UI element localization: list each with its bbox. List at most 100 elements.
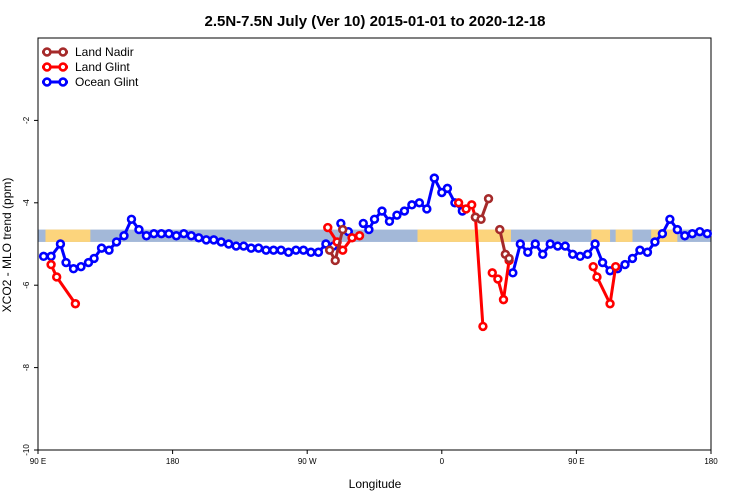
legend-marker bbox=[58, 77, 68, 87]
land-glint-point bbox=[323, 222, 333, 233]
ocean-glint-point bbox=[104, 245, 114, 255]
land-glint-point bbox=[347, 233, 357, 243]
y-axis-label: XCO2 - MLO trend (ppm) bbox=[0, 178, 14, 313]
ocean-glint-point bbox=[223, 239, 234, 249]
ocean-glint-point bbox=[209, 235, 219, 245]
legend-label: Land Glint bbox=[75, 60, 130, 74]
land-band bbox=[615, 229, 633, 242]
land-band bbox=[417, 229, 511, 242]
land-glint-point bbox=[478, 321, 488, 332]
ocean-glint-point bbox=[665, 214, 675, 224]
land-glint-point bbox=[46, 259, 56, 270]
ocean-glint-point bbox=[657, 229, 668, 239]
ocean-glint-point bbox=[246, 243, 256, 253]
x-tick-label: 0 bbox=[440, 457, 445, 466]
ocean-glint-point bbox=[553, 241, 563, 251]
x-axis-label: Longitude bbox=[349, 477, 402, 491]
legend-item-land-glint: Land Glint bbox=[42, 60, 130, 74]
ocean-glint-point bbox=[687, 229, 698, 239]
ocean-glint-point bbox=[575, 251, 585, 262]
land-nadir-point bbox=[504, 253, 514, 264]
x-tick-label: 180 bbox=[704, 457, 718, 466]
legend-marker bbox=[58, 62, 68, 72]
ocean-glint-point bbox=[442, 183, 453, 194]
ocean-glint-point bbox=[283, 247, 294, 257]
ocean-glint-point bbox=[46, 251, 56, 262]
ocean-glint-point bbox=[515, 239, 526, 249]
land-glint-point bbox=[354, 231, 365, 241]
series-layer bbox=[38, 173, 712, 332]
ocean-glint-point bbox=[635, 245, 645, 255]
ocean-glint-point bbox=[407, 200, 417, 210]
ocean-glint-point bbox=[567, 249, 578, 260]
ocean-glint-point bbox=[422, 204, 432, 214]
legend-item-land-nadir: Land Nadir bbox=[42, 45, 134, 59]
land-glint-point bbox=[498, 294, 509, 305]
ocean-glint-point bbox=[194, 233, 204, 243]
x-tick-label: 90 E bbox=[30, 457, 46, 466]
ocean-glint-point bbox=[141, 231, 152, 241]
land-band bbox=[45, 229, 91, 242]
y-tick-label: -2 bbox=[22, 116, 31, 124]
ocean-glint-point bbox=[298, 245, 309, 255]
ocean-glint-point bbox=[620, 259, 630, 270]
land-nadir-point bbox=[495, 224, 505, 235]
ocean-glint-point bbox=[76, 261, 86, 272]
ocean-glint-point bbox=[399, 206, 410, 216]
ocean-glint-point bbox=[523, 247, 533, 257]
ocean-glint-point bbox=[291, 245, 301, 255]
ocean-glint-point bbox=[377, 206, 387, 216]
ocean-glint-point bbox=[364, 224, 374, 235]
ocean-glint-point bbox=[276, 245, 286, 255]
y-tick-label: -10 bbox=[22, 444, 31, 456]
y-tick-label: -6 bbox=[22, 281, 31, 289]
legend-marker bbox=[42, 62, 52, 72]
legend-marker bbox=[42, 77, 52, 87]
land-glint-point bbox=[338, 245, 348, 255]
ocean-glint-point bbox=[156, 229, 167, 239]
ocean-glint-point bbox=[538, 249, 548, 260]
ocean-glint-point bbox=[680, 231, 690, 241]
ocean-glint-point bbox=[164, 229, 174, 239]
x-tick-label: 90 E bbox=[568, 457, 584, 466]
ocean-glint-point bbox=[582, 249, 593, 260]
series-ocean-glint bbox=[38, 173, 712, 278]
land-glint-point bbox=[487, 268, 497, 278]
legend-item-ocean-glint: Ocean Glint bbox=[42, 75, 139, 89]
x-tick-label: 90 W bbox=[298, 457, 317, 466]
land-nadir-point bbox=[483, 193, 494, 204]
ocean-glint-point bbox=[627, 253, 638, 264]
ocean-glint-point bbox=[384, 216, 395, 227]
land-glint-point bbox=[592, 272, 602, 282]
axis-ticks: 90 E 180 90 W 0 90 E 180 -2 -4 -6 -8 -10 bbox=[22, 116, 718, 466]
ocean-glint-point bbox=[590, 239, 600, 249]
y-tick-label: -4 bbox=[22, 199, 31, 207]
land-glint-point bbox=[51, 272, 62, 282]
land-glint-point bbox=[605, 299, 615, 309]
ocean-glint-point bbox=[89, 253, 99, 264]
legend-label: Ocean Glint bbox=[75, 75, 139, 89]
ocean-glint-point bbox=[306, 247, 316, 257]
ocean-glint-point bbox=[61, 257, 71, 268]
legend-label: Land Nadir bbox=[75, 45, 134, 59]
ocean-glint-point bbox=[358, 218, 368, 229]
ocean-glint-point bbox=[149, 229, 159, 239]
ocean-glint-point bbox=[171, 231, 182, 241]
ocean-glint-point bbox=[186, 231, 196, 241]
ocean-glint-point bbox=[238, 241, 249, 251]
ocean-glint-point bbox=[508, 268, 518, 278]
ocean-glint-point bbox=[530, 239, 540, 249]
ocean-glint-point bbox=[650, 237, 660, 247]
ocean-glint-point bbox=[414, 198, 425, 208]
ocean-glint-point bbox=[702, 229, 712, 239]
ocean-glint-point bbox=[369, 214, 380, 224]
ocean-glint-point bbox=[672, 224, 683, 235]
ocean-glint-point bbox=[96, 243, 107, 253]
ocean-glint-point bbox=[268, 245, 279, 255]
y-tick-label: -8 bbox=[22, 363, 31, 371]
x-tick-label: 180 bbox=[166, 457, 180, 466]
land-glint-point bbox=[493, 274, 503, 284]
land-nadir-point bbox=[324, 245, 335, 255]
